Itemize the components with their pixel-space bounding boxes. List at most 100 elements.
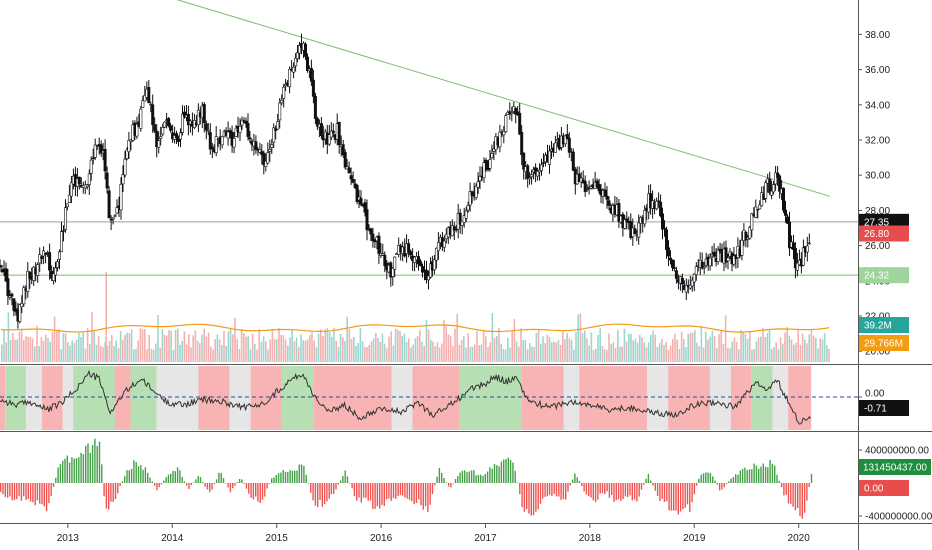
candle-body [700,261,704,269]
histogram-bar [406,483,408,499]
candle-body [770,190,774,196]
candle-body [432,259,436,271]
histogram-bar [457,476,459,483]
histogram-bar [229,483,232,493]
volume-bar [229,328,232,362]
histogram-bar [771,463,774,483]
candle-body [113,215,117,217]
histogram-bar [108,483,110,510]
volume-bar [434,346,436,362]
histogram-bar [753,463,755,483]
volume-bar [18,331,21,362]
volume-bar [797,330,799,362]
volume-bar [562,331,564,362]
volume-bar [456,313,458,362]
candle-body [232,138,236,148]
candle-body [617,203,621,222]
histogram-bar [314,483,317,506]
histogram-bar [728,481,730,483]
volume-bar [73,342,76,362]
histogram-bar [369,483,372,501]
histogram-bar [365,483,367,498]
candle-body [793,248,797,269]
volume-bar [91,312,93,362]
volume-bar [3,329,5,362]
candle-body [167,118,171,127]
volume-bar [166,335,168,362]
volume-bar [801,333,804,362]
volume-bar [735,342,738,362]
histogram-bar [284,471,287,483]
volume-bar [727,347,729,362]
histogram-bar [799,483,801,517]
histogram-bar [114,483,117,500]
histogram-bar [39,483,41,504]
volume-bar [130,329,133,362]
candle-body [518,112,522,135]
volume-bar [771,348,773,362]
volume-bar [386,348,388,362]
oscillator-zone-green [130,366,157,430]
histogram-bar [718,483,721,491]
histogram-bar [652,483,654,486]
histogram-bar [447,483,450,487]
volume-bar [243,333,245,362]
volume-bar [652,330,654,362]
histogram-bar [638,483,640,497]
candle-body [93,144,97,158]
volume-bar [148,335,150,362]
volume-bar [634,338,637,362]
candle-body [528,177,532,180]
volume-bar [691,332,694,362]
volume-bar [423,345,425,362]
histogram-bar [383,483,385,507]
volume-bar [753,349,755,362]
histogram-bar [385,483,388,500]
volume-bar [722,343,725,362]
volume-bar [779,337,782,362]
histogram-bar [443,478,445,483]
candle-body [776,172,780,178]
histogram-bar [264,483,266,497]
histogram-bar [769,459,771,483]
volume-bar [817,348,819,362]
volume-bar [639,335,641,362]
histogram-bar [427,483,429,512]
volume-bar [559,344,562,362]
histogram-bar [64,458,66,483]
histogram-bar [87,443,89,483]
histogram-bar [677,483,679,515]
volume-bar [467,333,469,362]
candle-body [355,185,359,202]
volume-bar [56,330,58,362]
histogram-bar [684,483,686,508]
volume-bar [86,328,89,362]
histogram-bar [606,483,608,492]
volume-bar [16,339,18,362]
candle-body [468,191,472,206]
candle-body [127,140,131,153]
volume-bar [410,347,412,362]
histogram-bar [55,477,57,483]
histogram-bar [94,438,96,483]
candle-body [210,146,214,150]
volume-label: 39.2M [864,321,892,332]
volume-bar [350,338,353,362]
volume-bar [49,341,51,362]
volume-bar [452,346,454,362]
volume-bar [458,344,461,362]
histogram-bar [381,483,383,505]
volume-bar [632,340,634,362]
volume-bar [502,349,505,362]
histogram-bar [535,483,537,512]
histogram-bar [317,483,319,508]
histogram-bar [186,483,188,486]
volume-bar [474,344,476,362]
candle-body [139,108,143,129]
candle-body [347,167,351,174]
histogram-bar [505,459,507,483]
oscillator-zone-gray [563,366,580,430]
volume-bar [546,334,549,362]
volume-bar [524,339,527,362]
